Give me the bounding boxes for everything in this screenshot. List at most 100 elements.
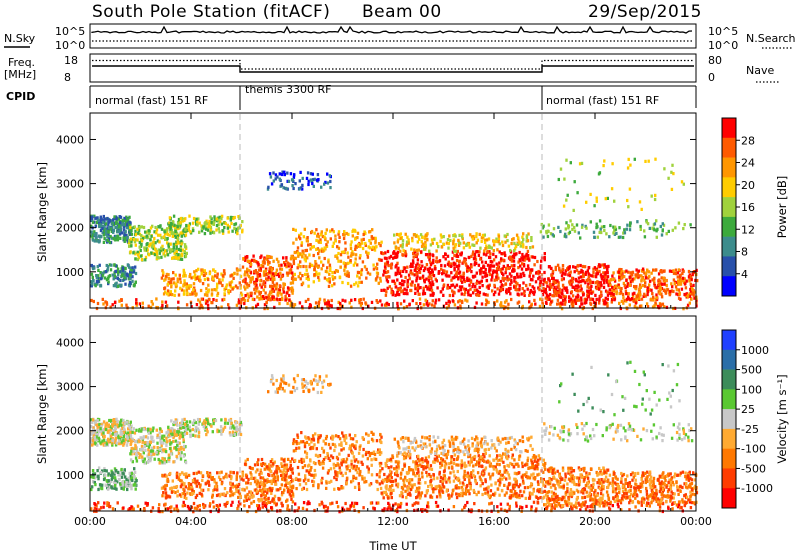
power-echo-cell <box>116 234 119 238</box>
power-echo-cell <box>133 240 137 244</box>
nsky-label: N.Sky <box>4 32 36 45</box>
velocity-echo-cell <box>115 441 119 445</box>
velocity-echo-cell <box>197 429 201 433</box>
velocity-echo-cell <box>186 427 190 431</box>
power-echo-cell <box>486 293 489 297</box>
velocity-echo-cell <box>265 501 269 506</box>
power-echo-cell <box>158 251 161 255</box>
power-echo-cell <box>676 271 679 275</box>
velocity-echo-cell <box>100 423 103 427</box>
power-echo-cell <box>98 239 101 243</box>
power-echo-cell <box>250 258 254 262</box>
power-echo-cell <box>146 248 149 252</box>
velocity-echo-cell <box>126 487 129 492</box>
velocity-echo-cell <box>214 418 218 423</box>
velocity-echo-cell <box>135 428 138 432</box>
power-echo-cell <box>174 233 177 237</box>
power-echo-cell <box>528 293 531 297</box>
power-echo-cell <box>646 268 649 272</box>
power-echo-cell <box>491 289 494 293</box>
velocity-echo-cell <box>212 489 215 493</box>
power-echo-cell <box>457 289 460 293</box>
power-echo-cell <box>235 303 239 307</box>
power-echo-cell <box>547 277 550 281</box>
velocity-echo-cell <box>172 439 175 443</box>
power-echo-cell <box>655 296 658 300</box>
power-echo-cell <box>238 281 241 285</box>
power-echo-cell <box>257 274 261 278</box>
power-echo-cell <box>401 269 405 273</box>
velocity-echo-cell <box>147 448 150 452</box>
power-echo-cell <box>221 231 225 235</box>
velocity-echo-cell <box>123 422 127 426</box>
power-echo-cell <box>529 246 532 250</box>
power-echo-cell <box>472 234 475 239</box>
power-echo-cell <box>359 298 362 302</box>
power-echo-cell <box>431 280 434 284</box>
power-echo-cell <box>328 280 331 284</box>
velocity-echo-cell <box>414 501 418 505</box>
power-echo-cell <box>278 284 282 288</box>
power-echo-cell <box>90 215 93 219</box>
power-echo-cell <box>298 271 302 275</box>
power-echo-cell <box>298 301 302 305</box>
power-echo-cell <box>106 220 109 224</box>
power-echo-cell <box>624 289 628 293</box>
power-echo-cell <box>359 254 362 258</box>
power-echo-cell <box>599 273 603 277</box>
power-echo-cell <box>417 248 420 252</box>
power-echo-cell <box>380 258 383 262</box>
power-echo-cell <box>216 293 219 297</box>
power-echo-cell <box>230 273 233 277</box>
nave-trace <box>92 59 694 70</box>
power-echo-cell <box>206 228 210 232</box>
power-echo-cell <box>301 274 304 278</box>
power-echo-cell <box>575 295 578 299</box>
power-echo-cell <box>651 278 654 282</box>
power-echo-cell <box>309 172 313 176</box>
power-echo-cell <box>160 227 164 231</box>
velocity-echo-cell <box>235 489 238 494</box>
power-echo-cell <box>337 232 340 236</box>
velocity-echo-cell <box>335 500 338 504</box>
power-echo-cell <box>519 259 522 263</box>
power-echo-cell <box>315 270 318 274</box>
power-echo-cell <box>186 228 189 233</box>
power-echo-cell <box>454 243 458 247</box>
power-echo-cell <box>435 249 438 253</box>
power-echo-cell <box>620 270 623 274</box>
power-echo-cell <box>566 193 569 197</box>
power-echo-cell <box>267 185 270 189</box>
power-echo-cell <box>598 297 601 301</box>
velocity-echo-cell <box>122 438 125 442</box>
power-echo-cell <box>333 276 337 280</box>
power-echo-cell <box>211 301 214 305</box>
power-echo-cell <box>551 294 554 298</box>
power-echo-cell <box>517 300 521 304</box>
velocity-echo-cell <box>104 425 107 429</box>
power-echo-cell <box>532 274 535 278</box>
power-echo-cell <box>123 276 126 280</box>
power-echo-cell <box>336 256 339 260</box>
power-echo-cell <box>416 289 419 293</box>
power-echo-cell <box>603 263 606 267</box>
velocity-echo-cell <box>167 494 170 498</box>
power-echo-cell <box>254 285 257 290</box>
power-echo-cell <box>304 249 307 253</box>
velocity-echo-cell <box>369 501 373 505</box>
velocity-echo-cell <box>131 446 134 451</box>
velocity-echo-cell <box>110 473 114 477</box>
power-echo-cell <box>138 232 142 236</box>
power-echo-cell <box>132 270 135 274</box>
power-echo-cell <box>529 278 533 282</box>
velocity-echo-cell <box>197 435 201 439</box>
power-echo-cell <box>475 293 479 297</box>
power-echo-cell <box>501 240 504 244</box>
power-echo-cell <box>683 223 686 227</box>
velocity-echo-cell <box>176 443 179 447</box>
velocity-echo-cell <box>93 435 97 440</box>
velocity-echo-cell <box>176 423 179 427</box>
power-echo-cell <box>557 289 560 293</box>
power-echo-cell <box>114 264 118 268</box>
power-echo-cell <box>497 240 500 244</box>
